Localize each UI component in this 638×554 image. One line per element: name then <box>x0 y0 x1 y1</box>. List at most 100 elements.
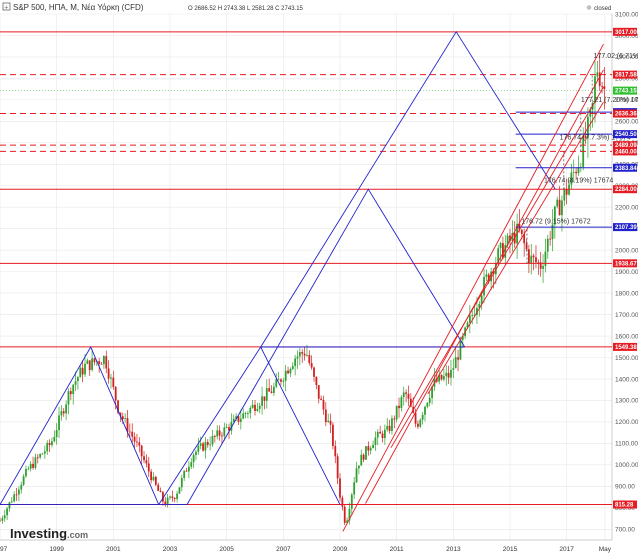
candle-body <box>442 376 445 380</box>
level-badge <box>613 141 637 150</box>
plus-square-icon[interactable] <box>2 2 11 11</box>
candle-body <box>228 427 230 431</box>
y-tick-label: 1000.00 <box>615 462 638 469</box>
candle-body <box>301 352 304 354</box>
candle-body <box>322 399 325 410</box>
annotations: 177.02 (6.71%) 177.21 (7.20%) 176 176.74 (… <box>521 53 638 225</box>
candle-body <box>596 72 599 77</box>
y-tick-label: 2600.00 <box>615 119 638 126</box>
candle-body <box>478 303 481 308</box>
y-tick-label: 1700.00 <box>615 312 638 319</box>
level-badge <box>613 70 637 79</box>
measure-annotation: 177.02 (6.71%) <box>594 53 638 60</box>
candle-body <box>594 76 596 104</box>
candle-body <box>431 386 433 399</box>
candle-body <box>558 199 561 216</box>
y-tick-label: 1200.00 <box>615 419 638 426</box>
candle-body <box>275 379 278 387</box>
candle-body <box>145 460 148 464</box>
blue-pattern-line <box>260 30 556 348</box>
y-tick-label: 800.00 <box>615 505 635 512</box>
candle-body <box>17 489 20 495</box>
candle-body <box>48 442 51 446</box>
candle-body <box>346 520 348 523</box>
candle-body <box>159 490 162 493</box>
candle-body <box>244 413 247 415</box>
candle-body <box>242 413 245 419</box>
candle-body <box>192 454 195 463</box>
level-label: 2383.84 <box>615 166 637 172</box>
candle-body <box>549 238 552 240</box>
candle-body <box>180 478 183 488</box>
candle-body <box>72 384 75 395</box>
candle-body <box>402 392 405 398</box>
trend-line <box>365 69 604 504</box>
status-dot-icon <box>586 5 592 10</box>
candle-body <box>553 206 556 225</box>
candle-body <box>232 418 235 422</box>
candle-body <box>268 388 271 392</box>
candle-body <box>414 412 417 424</box>
candle-body <box>294 358 297 366</box>
level-labels: 3017.002817.582643.002636.362540.502489.… <box>613 27 637 509</box>
measure-annotation: 176.74 (8.19%) 17674 <box>544 178 613 185</box>
candle-body <box>239 418 242 422</box>
last-price-label: 2743.15 <box>615 89 637 95</box>
candle-body <box>532 255 535 258</box>
candle-body <box>117 400 119 413</box>
y-tick-label: 2000.00 <box>615 247 638 254</box>
trend-line <box>342 43 604 532</box>
candle-body <box>112 377 115 387</box>
candle-body <box>136 441 138 443</box>
candle-body <box>140 445 143 457</box>
candle-body <box>447 372 450 378</box>
candle-body <box>84 363 86 375</box>
candle-body <box>69 391 72 395</box>
candle-body <box>287 370 289 374</box>
level-badge <box>613 109 637 118</box>
candle-body <box>556 199 559 207</box>
x-axis: 1997 1999 2001 2003 2005 2007 2009 2011 2013 2015… <box>0 546 612 553</box>
x-tick-label: 2013 <box>446 546 461 553</box>
candle-body <box>350 494 353 509</box>
candle-body <box>598 72 601 87</box>
candle-body <box>256 408 259 411</box>
candle-body <box>421 414 424 420</box>
level-badge <box>613 185 637 194</box>
candle-body <box>221 435 223 437</box>
candle-body <box>504 245 507 258</box>
candle-body <box>332 424 334 446</box>
candle-body <box>506 235 509 246</box>
measure-annotation: 176.72 (9.15%) 17672 <box>521 218 590 225</box>
candle-body <box>51 441 53 446</box>
candle-body <box>379 431 382 434</box>
candle-body <box>355 468 358 483</box>
candle-body <box>409 398 412 407</box>
candle-body <box>327 420 330 423</box>
candle-body <box>263 396 266 401</box>
candle-body <box>487 274 490 282</box>
candle-body <box>265 388 268 401</box>
candle-body <box>36 457 39 459</box>
candle-body <box>190 462 193 467</box>
y-tick-label: 2900.00 <box>615 54 638 61</box>
candle-body <box>459 339 462 360</box>
candle-body <box>218 430 221 436</box>
candle-body <box>523 233 526 244</box>
x-tick-label: 2005 <box>219 546 234 553</box>
candle-body <box>152 476 155 481</box>
drawings <box>0 30 612 532</box>
candle-body <box>601 86 603 87</box>
y-tick-label: 1500.00 <box>615 355 638 362</box>
candle-body <box>128 431 131 433</box>
candle-body <box>65 404 68 414</box>
x-tick-label: 2009 <box>333 546 348 553</box>
candle-body <box>561 200 563 216</box>
x-tick-label: 2017 <box>559 546 574 553</box>
candle-body <box>563 189 566 201</box>
x-tick-label: 2003 <box>163 546 178 553</box>
candle-body <box>8 502 11 509</box>
trend-line <box>427 101 604 395</box>
candle-body <box>499 243 502 249</box>
